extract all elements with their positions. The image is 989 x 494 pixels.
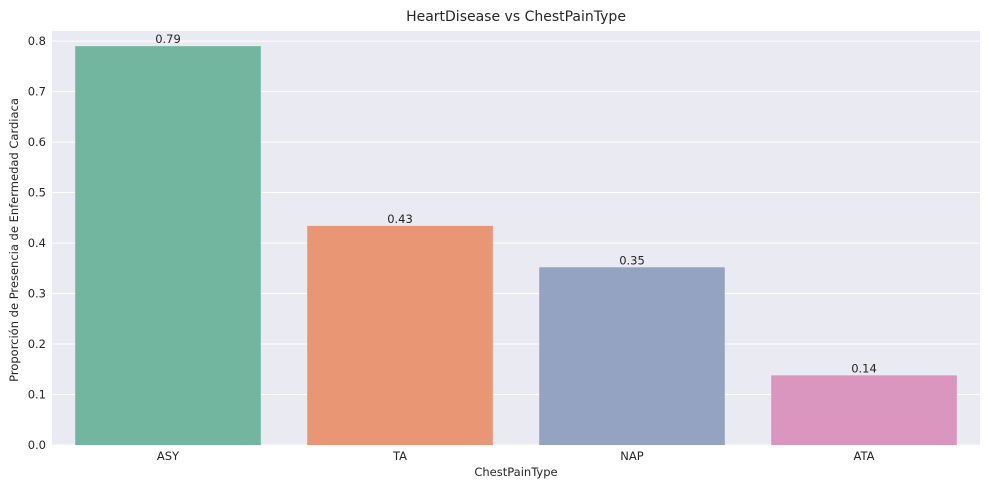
y-ticks: 0.0 0.1 0.2 0.3 0.4 0.5 0.6 0.7 0.8 (28, 34, 46, 452)
x-tick-label-asy: ASY (157, 449, 180, 463)
y-tick-label: 0.2 (28, 337, 46, 351)
y-tick-label: 0.4 (28, 236, 46, 250)
y-tick-label: 0.1 (28, 388, 46, 402)
chart-title: HeartDisease vs ChestPainType (406, 9, 626, 25)
bars (75, 46, 957, 446)
data-labels: 0.79 0.43 0.35 0.14 (155, 32, 877, 375)
y-tick-label: 0.6 (28, 135, 46, 149)
bar-ata (771, 375, 957, 445)
y-tick-label: 0.0 (28, 438, 46, 452)
y-tick-label: 0.3 (28, 287, 46, 301)
x-ticks: ASY TA NAP ATA (157, 449, 875, 463)
y-axis-label: Proporción de Presencia de Enfermedad Ca… (7, 98, 21, 382)
bar-asy (75, 46, 261, 446)
x-tick-label-ata: ATA (854, 449, 875, 463)
data-label-ata: 0.14 (851, 361, 877, 375)
x-tick-label-ta: TA (392, 449, 407, 463)
x-tick-label-nap: NAP (620, 449, 643, 463)
y-tick-label: 0.7 (28, 85, 46, 99)
y-tick-label: 0.8 (28, 34, 46, 48)
bar-nap (539, 267, 725, 445)
data-label-ta: 0.43 (387, 212, 413, 226)
data-label-asy: 0.79 (155, 32, 181, 46)
data-label-nap: 0.35 (619, 253, 645, 267)
y-tick-label: 0.5 (28, 186, 46, 200)
x-axis-label: ChestPainType (474, 465, 557, 479)
bar-ta (307, 225, 493, 445)
